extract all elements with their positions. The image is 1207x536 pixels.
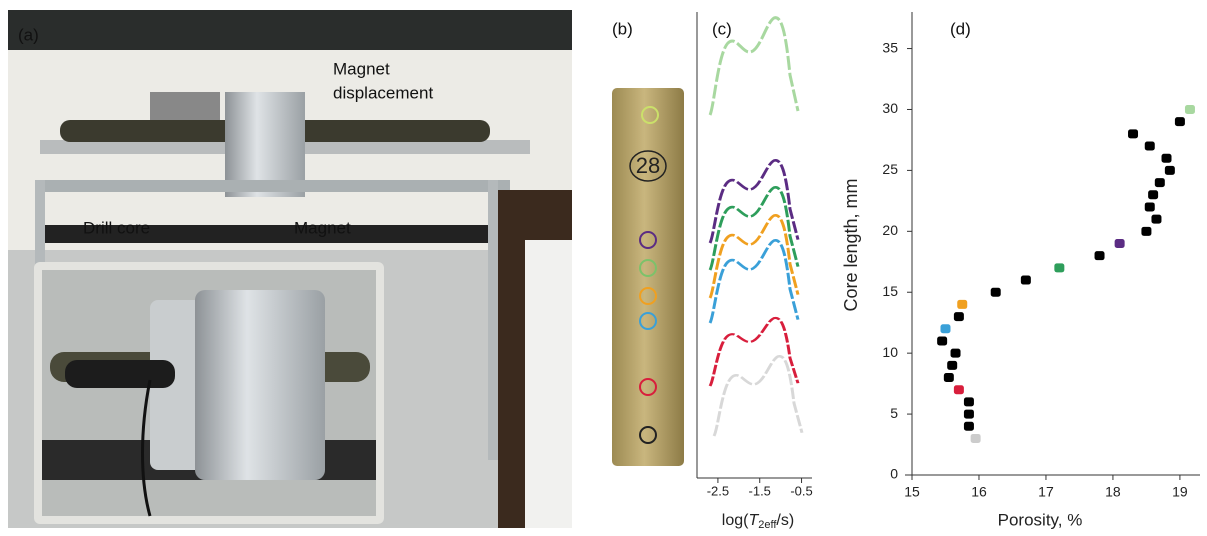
core-image: (b) 28 — [612, 19, 684, 466]
point — [1145, 142, 1155, 151]
x-tick-label: -0.5 — [790, 483, 812, 498]
point — [1162, 154, 1172, 163]
y-tick-label: 15 — [882, 283, 898, 299]
x-axis-label: Porosity, % — [998, 510, 1083, 529]
point — [1054, 263, 1064, 272]
y-tick-label: 20 — [882, 222, 898, 238]
panel-label: (d) — [950, 19, 971, 38]
x-tick-label: 15 — [904, 484, 920, 500]
point — [964, 410, 974, 419]
point — [954, 385, 964, 394]
panel-label: (b) — [612, 19, 633, 38]
point — [1141, 227, 1151, 236]
point — [1021, 276, 1031, 285]
point — [947, 361, 957, 370]
panel-label: (c) — [712, 19, 732, 38]
photo: (a) Magnet displacement Drill core Magne… — [8, 10, 572, 528]
x-axis-label: log(T2eff/s) — [722, 512, 794, 531]
annotation: Magnet — [333, 59, 390, 78]
x-axis-label-part: 2eff — [758, 519, 777, 531]
point — [1175, 117, 1185, 126]
y-tick-label: 5 — [890, 405, 898, 421]
point — [1151, 215, 1161, 224]
x-axis-label-part: log( — [722, 512, 749, 529]
point — [1148, 190, 1158, 199]
point — [951, 349, 961, 358]
scatter-panel: (d) Core length, mm Porosity, % 0 5 10 15 20… — [841, 12, 1200, 529]
point — [1128, 129, 1138, 138]
annotation: Drill core — [83, 218, 150, 237]
point — [1145, 202, 1155, 211]
point — [1095, 251, 1105, 260]
annotation: displacement — [333, 83, 433, 102]
point — [971, 434, 981, 443]
point — [1155, 178, 1165, 187]
t2-curves — [710, 18, 802, 436]
y-tick-label: 30 — [882, 100, 898, 116]
y-tick-label: 0 — [890, 466, 898, 482]
point — [964, 422, 974, 431]
t2-panel: (c) log(T2eff/s) -2.5 -1.5 -0.5 — [697, 12, 813, 531]
y-axis-label: Core length, mm — [841, 178, 861, 311]
point — [1115, 239, 1125, 248]
point — [937, 336, 947, 345]
annotation: Magnet — [294, 218, 351, 237]
y-tick-label: 35 — [882, 39, 898, 55]
x-tick-label: 17 — [1038, 484, 1054, 500]
point — [957, 300, 967, 309]
x-tick-label: 18 — [1105, 484, 1121, 500]
x-axis-label-part: /s) — [776, 512, 794, 529]
point — [954, 312, 964, 321]
x-tick-label: 16 — [971, 484, 987, 500]
y-tick-label: 25 — [882, 161, 898, 177]
point — [944, 373, 954, 382]
x-tick-label: 19 — [1172, 484, 1188, 500]
x-tick-label: -1.5 — [749, 483, 771, 498]
point — [1165, 166, 1175, 175]
panel-label: (a) — [18, 25, 39, 44]
y-tick-label: 10 — [882, 344, 898, 360]
core-number: 28 — [636, 153, 660, 178]
x-tick-label: -2.5 — [707, 483, 729, 498]
point — [940, 324, 950, 333]
point — [991, 288, 1001, 297]
point — [964, 397, 974, 406]
figure: (a) Magnet displacement Drill core Magne… — [0, 0, 1207, 536]
point — [1185, 105, 1195, 114]
